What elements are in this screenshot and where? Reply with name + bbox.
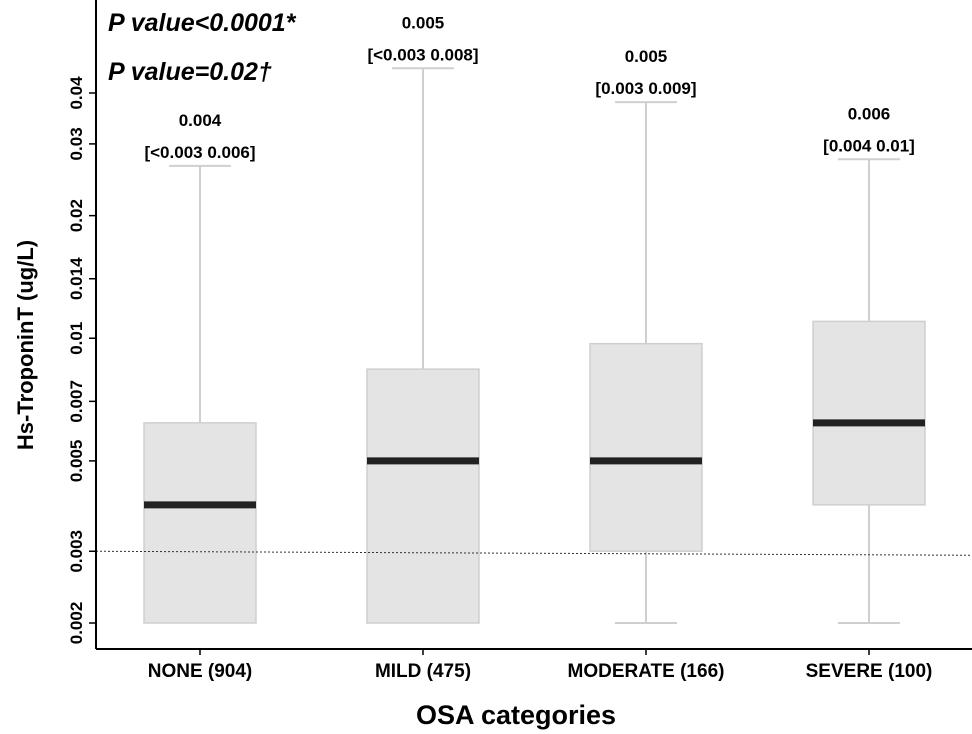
labels-layer: 0.004 [<0.003 0.006] NONE (904) 0.005 [<0.00… (67, 13, 932, 682)
y-tick-label: 0.01 (67, 322, 86, 355)
iqr-value-label: [0.003 0.009] (595, 79, 696, 98)
y-tick-label: 0.005 (67, 440, 86, 483)
x-tick-label: NONE (904) (148, 661, 253, 682)
y-tick-label: 0.007 (67, 380, 86, 423)
iqr-box (812, 320, 926, 506)
iqr-value-label: [0.004 0.01] (823, 136, 915, 155)
iqr-box (143, 422, 257, 624)
p-value-annotation-2: P value=0.02† (108, 58, 272, 86)
x-axis-title: OSA categories (416, 700, 616, 730)
y-tick-label: 0.04 (67, 76, 86, 110)
median-value-label: 0.004 (179, 111, 222, 130)
x-tick-label: MILD (475) (375, 661, 471, 682)
y-tick-label: 0.02 (67, 199, 86, 232)
boxes-layer (143, 67, 926, 624)
iqr-value-label: [<0.003 0.008] (367, 45, 478, 64)
iqr-box (366, 368, 480, 624)
x-tick-label: MODERATE (166) (568, 661, 725, 682)
median-value-label: 0.005 (625, 47, 668, 66)
median-value-label: 0.006 (848, 104, 891, 123)
iqr-box (589, 342, 703, 553)
y-tick-label: 0.003 (67, 530, 86, 573)
y-tick-label: 0.014 (67, 257, 86, 300)
p-value-annotation-1: P value<0.0001* (108, 9, 297, 37)
x-tick-label: SEVERE (100) (806, 661, 933, 682)
iqr-value-label: [<0.003 0.006] (144, 143, 255, 162)
y-tick-label: 0.002 (67, 602, 86, 645)
y-axis-title: Hs-TroponinT (ug/L) (13, 240, 38, 450)
y-tick-label: 0.03 (67, 127, 86, 160)
median-value-label: 0.005 (402, 13, 445, 32)
axes-layer (89, 0, 972, 655)
